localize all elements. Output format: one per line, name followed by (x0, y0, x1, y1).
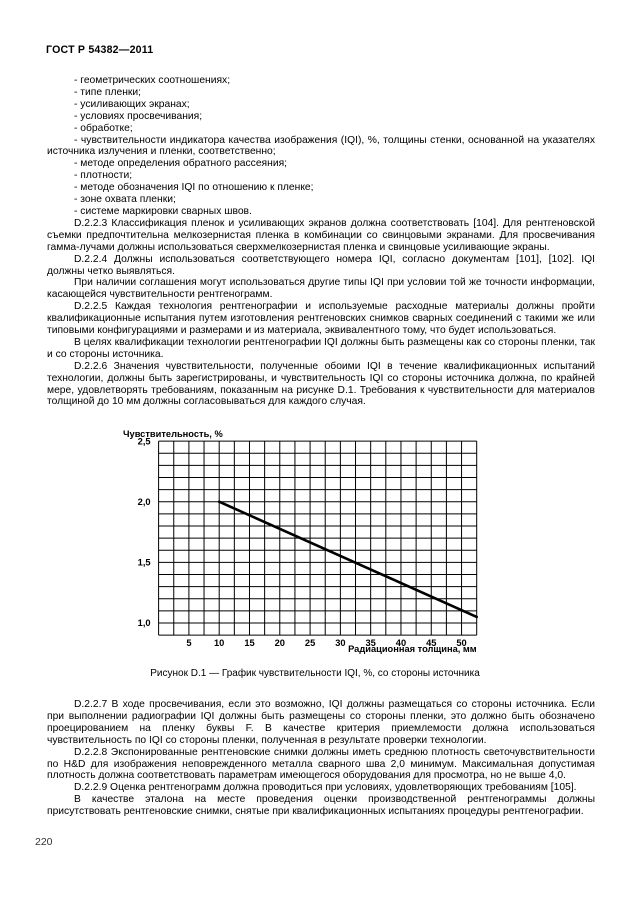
svg-text:2,0: 2,0 (138, 497, 151, 507)
svg-text:5: 5 (186, 638, 191, 648)
svg-text:Радиационная толщина, мм: Радиационная толщина, мм (348, 644, 477, 654)
svg-text:25: 25 (305, 638, 315, 648)
svg-text:15: 15 (244, 638, 254, 648)
svg-text:30: 30 (335, 638, 345, 648)
svg-text:2,5: 2,5 (138, 436, 151, 446)
svg-text:1,0: 1,0 (138, 618, 151, 628)
svg-text:1,5: 1,5 (138, 558, 151, 568)
svg-text:20: 20 (275, 638, 285, 648)
svg-text:10: 10 (214, 638, 224, 648)
